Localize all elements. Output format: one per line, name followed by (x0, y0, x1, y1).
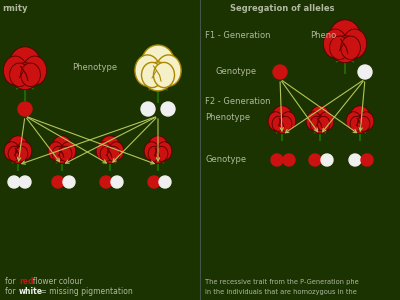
Ellipse shape (317, 116, 330, 131)
Ellipse shape (17, 142, 32, 160)
Ellipse shape (272, 116, 285, 131)
Ellipse shape (343, 29, 366, 58)
Ellipse shape (12, 63, 38, 90)
Text: Genotype: Genotype (215, 68, 256, 76)
Text: in the individuals that are homozygous in the: in the individuals that are homozygous i… (205, 289, 357, 295)
Ellipse shape (330, 20, 360, 53)
Ellipse shape (96, 142, 111, 160)
Circle shape (19, 176, 31, 188)
Text: = missing pigmentation: = missing pigmentation (38, 287, 133, 296)
Text: rmity: rmity (2, 4, 28, 13)
Ellipse shape (52, 146, 65, 161)
Circle shape (141, 102, 155, 116)
Circle shape (321, 154, 333, 166)
Ellipse shape (149, 146, 167, 163)
Ellipse shape (281, 112, 296, 130)
Text: for: for (5, 278, 18, 286)
Circle shape (63, 176, 75, 188)
Ellipse shape (109, 142, 124, 160)
Text: F1 - Generation: F1 - Generation (205, 31, 270, 40)
Ellipse shape (341, 36, 360, 60)
Text: Phenotype: Phenotype (205, 112, 250, 122)
Text: Segregation of alleles: Segregation of alleles (230, 4, 334, 13)
Ellipse shape (268, 112, 283, 130)
Ellipse shape (144, 142, 159, 160)
Ellipse shape (15, 146, 28, 161)
Circle shape (159, 176, 171, 188)
Ellipse shape (8, 146, 21, 161)
Ellipse shape (357, 116, 370, 131)
Ellipse shape (142, 62, 162, 88)
Circle shape (361, 154, 373, 166)
Ellipse shape (310, 116, 323, 131)
Ellipse shape (4, 142, 19, 160)
Circle shape (18, 102, 32, 116)
Ellipse shape (148, 136, 168, 158)
Ellipse shape (359, 112, 374, 130)
Circle shape (111, 176, 123, 188)
Ellipse shape (10, 63, 29, 87)
Text: red: red (19, 278, 34, 286)
Text: Pheno: Pheno (310, 31, 336, 40)
Circle shape (148, 176, 160, 188)
Ellipse shape (350, 116, 363, 131)
Circle shape (8, 176, 20, 188)
Ellipse shape (107, 146, 120, 161)
Ellipse shape (48, 142, 63, 160)
Ellipse shape (4, 56, 27, 85)
Ellipse shape (10, 47, 40, 80)
Ellipse shape (273, 116, 291, 133)
Circle shape (273, 65, 287, 79)
Ellipse shape (142, 45, 174, 81)
Ellipse shape (61, 142, 76, 160)
Ellipse shape (279, 116, 292, 131)
Ellipse shape (148, 146, 161, 161)
Text: Phenotype: Phenotype (72, 64, 117, 73)
Ellipse shape (319, 112, 334, 130)
Ellipse shape (23, 56, 46, 85)
Text: Genotype: Genotype (205, 155, 246, 164)
Ellipse shape (59, 146, 72, 161)
Circle shape (309, 154, 321, 166)
Ellipse shape (21, 63, 40, 87)
Ellipse shape (351, 116, 369, 133)
Ellipse shape (52, 136, 72, 158)
Ellipse shape (330, 36, 349, 60)
Circle shape (161, 102, 175, 116)
Text: F2 - Generation: F2 - Generation (205, 98, 270, 106)
Ellipse shape (53, 146, 71, 163)
Ellipse shape (100, 136, 120, 158)
Circle shape (349, 154, 361, 166)
Ellipse shape (155, 146, 168, 161)
Circle shape (100, 176, 112, 188)
Ellipse shape (350, 106, 370, 128)
Circle shape (283, 154, 295, 166)
Ellipse shape (332, 36, 358, 63)
Ellipse shape (156, 55, 181, 86)
Ellipse shape (306, 112, 321, 130)
Ellipse shape (324, 29, 347, 58)
Text: flower colour: flower colour (28, 278, 83, 286)
Ellipse shape (157, 142, 172, 160)
Ellipse shape (135, 55, 160, 86)
Text: white: white (19, 287, 43, 296)
Text: The recessive trait from the P-Generation phe: The recessive trait from the P-Generatio… (205, 279, 359, 285)
Ellipse shape (8, 136, 28, 158)
Ellipse shape (310, 106, 330, 128)
Text: for: for (5, 287, 18, 296)
Ellipse shape (101, 146, 119, 163)
Circle shape (271, 154, 283, 166)
Ellipse shape (154, 62, 174, 88)
Ellipse shape (346, 112, 361, 130)
Circle shape (52, 176, 64, 188)
Ellipse shape (100, 146, 113, 161)
Circle shape (358, 65, 372, 79)
Ellipse shape (272, 106, 292, 128)
Ellipse shape (9, 146, 27, 163)
Ellipse shape (311, 116, 329, 133)
Ellipse shape (144, 62, 172, 91)
